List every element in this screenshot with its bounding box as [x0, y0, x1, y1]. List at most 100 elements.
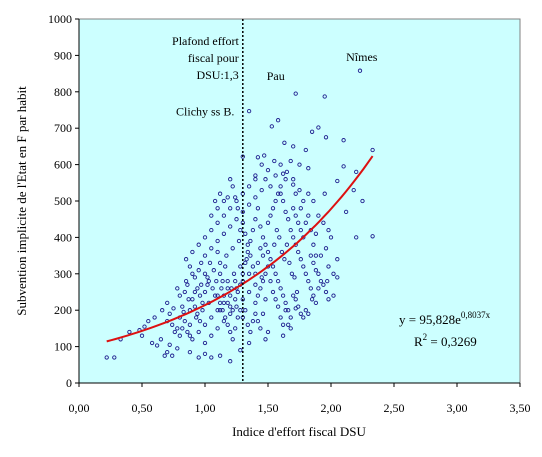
x-axis: 0,00 0,50 1,00 1,50 2,00 2,50 3,00 3,50 — [69, 382, 531, 415]
data-point — [309, 297, 315, 302]
data-point — [303, 220, 308, 225]
data-point — [322, 94, 327, 99]
data-point — [291, 177, 296, 182]
data-point — [328, 235, 334, 240]
data-point — [231, 271, 237, 276]
data-point — [284, 242, 290, 247]
data-point — [306, 311, 311, 316]
data-point — [288, 315, 293, 320]
point-annotation: Nîmes — [346, 50, 378, 64]
data-point — [234, 217, 239, 222]
data-point — [280, 198, 286, 204]
data-point — [278, 184, 283, 189]
data-point — [280, 333, 286, 338]
data-point — [160, 308, 165, 313]
data-point — [205, 282, 210, 287]
data-point — [240, 154, 245, 159]
data-point — [199, 282, 204, 287]
data-point — [165, 300, 170, 306]
y-tick-label: 700 — [54, 121, 72, 135]
r-squared-value: = 0,3269 — [427, 334, 477, 349]
data-point — [202, 340, 208, 346]
y-tick-label: 600 — [54, 158, 72, 172]
data-point — [296, 249, 301, 255]
data-point — [341, 164, 346, 169]
data-point — [177, 333, 182, 338]
data-point — [321, 220, 326, 225]
data-point — [289, 271, 295, 276]
data-point — [301, 315, 306, 320]
y-tick-label: 800 — [54, 85, 72, 99]
data-point — [215, 206, 220, 211]
data-point — [269, 124, 274, 129]
data-point — [335, 178, 340, 184]
data-point — [215, 308, 220, 313]
data-point — [268, 184, 273, 189]
data-point — [270, 206, 276, 211]
data-point — [236, 238, 242, 244]
data-point — [235, 206, 240, 211]
data-point — [230, 308, 235, 313]
data-point — [238, 264, 243, 269]
data-point — [225, 195, 230, 200]
data-point — [287, 260, 292, 266]
data-point — [255, 318, 261, 324]
data-point — [223, 264, 228, 269]
data-point — [260, 311, 266, 316]
data-point — [335, 275, 340, 280]
data-point — [196, 268, 201, 273]
data-point — [209, 315, 214, 320]
data-point — [250, 318, 256, 324]
data-point — [288, 326, 293, 331]
data-point — [263, 337, 268, 342]
data-point — [255, 155, 261, 160]
data-point — [255, 206, 261, 211]
data-point — [255, 293, 261, 298]
threshold-label-line: fiscal pour — [188, 51, 239, 65]
data-point — [200, 300, 205, 306]
data-point — [221, 318, 227, 324]
y-tick-label: 500 — [54, 194, 72, 208]
data-point — [283, 209, 288, 215]
data-point — [298, 227, 303, 233]
data-point — [273, 173, 278, 178]
data-point — [268, 213, 273, 218]
data-point — [149, 340, 155, 346]
data-point — [200, 308, 205, 313]
x-tick-label: 1,00 — [195, 401, 216, 415]
data-point — [278, 315, 283, 320]
data-point — [272, 242, 277, 247]
data-point — [253, 311, 258, 316]
data-point — [190, 337, 195, 342]
data-point — [282, 257, 287, 262]
x-tick-label: 3,50 — [510, 401, 531, 415]
data-point — [263, 242, 268, 247]
r-squared-base: R — [414, 334, 423, 349]
point-annotation: Pau — [267, 69, 285, 83]
data-point — [325, 278, 330, 284]
data-point — [278, 162, 283, 167]
data-point — [246, 289, 252, 295]
data-point — [277, 235, 282, 240]
data-point — [192, 289, 198, 295]
data-point — [311, 242, 316, 247]
data-point — [212, 293, 218, 298]
data-point — [284, 169, 290, 175]
data-point — [202, 351, 208, 357]
data-point — [286, 217, 291, 222]
data-point — [190, 249, 195, 255]
data-point — [265, 220, 271, 225]
data-point — [196, 329, 201, 335]
data-point — [170, 353, 175, 358]
data-point — [288, 227, 293, 233]
data-point — [286, 308, 291, 313]
data-point — [185, 282, 190, 287]
data-point — [253, 217, 258, 222]
data-point — [209, 246, 214, 251]
data-point — [245, 322, 250, 327]
data-point — [370, 234, 375, 239]
y-axis: 0 100 200 300 400 500 600 700 800 900 1000 — [48, 12, 80, 390]
data-point — [253, 282, 258, 287]
data-point — [308, 227, 313, 233]
